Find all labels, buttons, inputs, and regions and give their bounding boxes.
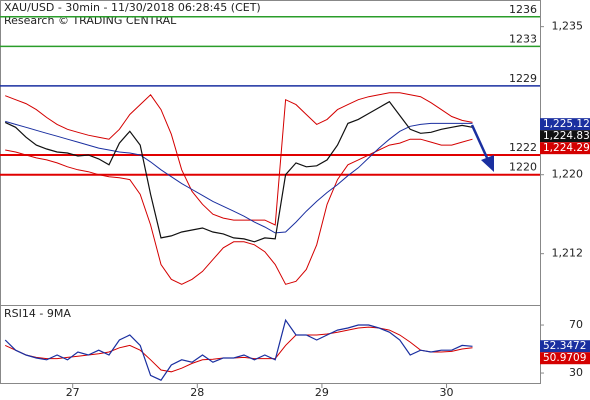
last-value-tag	[540, 142, 590, 155]
y-tick-label: 1,235	[552, 20, 584, 33]
last-value-label: 1,224.83	[543, 130, 590, 142]
last-value-label: 1,224.29	[543, 142, 590, 154]
x-tick-label: 27	[66, 386, 80, 399]
series-line	[4, 318, 473, 381]
chart-subtitle: Research © TRADING CENTRAL	[4, 14, 177, 27]
series-line	[5, 138, 473, 285]
series-line	[4, 100, 473, 243]
y-tick-label: 70	[569, 318, 583, 331]
rsi-title: RSI14 - 9MA	[4, 307, 71, 320]
rsi-panel	[0, 305, 541, 384]
series-line	[5, 92, 473, 226]
last-value-tag	[540, 118, 590, 131]
last-value-tag	[540, 340, 590, 353]
y-tick-label: 1,212	[552, 247, 584, 260]
x-tick-label: 30	[440, 386, 454, 399]
last-value-label: 52.3472	[543, 340, 586, 352]
level-label: 1229	[509, 72, 537, 85]
level-label: 1236	[509, 3, 537, 16]
forecast-arrow	[470, 124, 494, 172]
series-line	[4, 326, 473, 373]
y-tick-label: 1,220	[552, 168, 584, 181]
chart-title: XAU/USD - 30min - 11/30/2018 06:28:45 (C…	[4, 1, 261, 14]
x-tick-label: 29	[315, 386, 329, 399]
last-value-label: 1,225.12	[543, 118, 590, 130]
y-tick-label: 30	[569, 366, 583, 379]
last-value-tag	[540, 352, 590, 365]
level-label: 1220	[509, 161, 537, 174]
last-value-label: 50.9709	[543, 352, 586, 364]
level-label: 1233	[509, 32, 537, 45]
x-tick-label: 28	[190, 386, 204, 399]
last-value-tag	[540, 130, 590, 143]
level-label: 1222	[509, 141, 537, 154]
series-line	[5, 120, 473, 234]
